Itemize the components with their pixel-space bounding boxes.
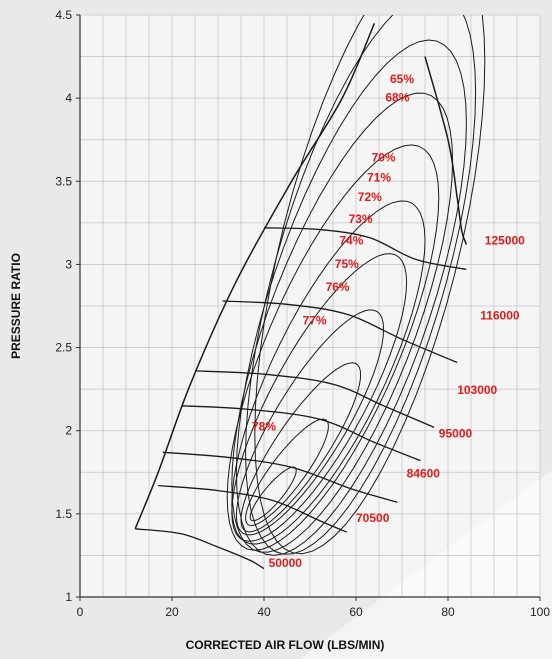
efficiency-label: 72% bbox=[358, 190, 382, 204]
speed-line bbox=[222, 300, 458, 364]
x-tick-label: 80 bbox=[441, 605, 455, 619]
speed-line-label: 50000 bbox=[269, 556, 303, 570]
speed-line bbox=[194, 370, 435, 428]
axes: 0 20 40 60 80 100 1 1.5 2 2.5 3 3.5 4 4.5 bbox=[55, 8, 550, 619]
efficiency-label: 70% bbox=[372, 150, 396, 164]
efficiency-contour bbox=[249, 466, 297, 522]
x-tick-label: 100 bbox=[530, 605, 550, 619]
speed-line-label: 70500 bbox=[356, 511, 390, 525]
labels: 50000 70500 84600 95000 103000 116000 125000 65… bbox=[252, 72, 525, 570]
speed-line bbox=[181, 405, 421, 462]
efficiency-label: 75% bbox=[335, 257, 359, 271]
efficiency-label: 78% bbox=[252, 420, 276, 434]
speed-line bbox=[158, 484, 348, 533]
y-tick-label: 3 bbox=[65, 257, 72, 271]
speed-line-label: 95000 bbox=[439, 426, 473, 440]
efficiency-contour bbox=[235, 39, 467, 556]
speed-line-label: 103000 bbox=[457, 383, 497, 397]
y-tick-label: 2 bbox=[65, 424, 72, 438]
efficiency-contour bbox=[245, 15, 477, 555]
speed-line-label: 116000 bbox=[480, 308, 520, 322]
efficiency-label: 73% bbox=[349, 212, 373, 226]
y-tick-label: 2.5 bbox=[55, 341, 72, 355]
y-tick-label: 1.5 bbox=[55, 507, 72, 521]
efficiency-label: 65% bbox=[390, 72, 414, 86]
y-tick-label: 4.5 bbox=[55, 8, 72, 22]
y-axis-title: PRESSURE RATIO bbox=[9, 253, 23, 359]
speed-line-label: 84600 bbox=[407, 466, 441, 480]
speed-line-label: 125000 bbox=[485, 233, 525, 247]
efficiency-contour bbox=[254, 15, 486, 555]
x-tick-label: 60 bbox=[349, 605, 363, 619]
efficiency-label: 68% bbox=[385, 90, 409, 104]
speed-line bbox=[162, 451, 398, 503]
x-tick-label: 0 bbox=[77, 605, 84, 619]
choke-line bbox=[424, 56, 468, 245]
y-tick-label: 1 bbox=[65, 590, 72, 604]
efficiency-contour bbox=[231, 92, 454, 553]
efficiency-label: 77% bbox=[303, 313, 327, 327]
y-tick-label: 4 bbox=[65, 91, 72, 105]
x-tick-label: 20 bbox=[165, 605, 179, 619]
efficiency-label: 76% bbox=[326, 280, 350, 294]
grid bbox=[79, 14, 541, 598]
efficiency-contour bbox=[235, 309, 385, 536]
efficiency-contour bbox=[226, 144, 440, 551]
speed-line bbox=[135, 528, 265, 570]
plot-area bbox=[134, 15, 486, 570]
x-tick-label: 40 bbox=[257, 605, 271, 619]
efficiency-label: 74% bbox=[339, 233, 363, 247]
speed-line bbox=[263, 227, 467, 271]
surge-line bbox=[134, 23, 376, 530]
x-axis-title: CORRECTED AIR FLOW (LBS/MIN) bbox=[186, 638, 385, 652]
y-tick-label: 3.5 bbox=[55, 174, 72, 188]
efficiency-contour bbox=[231, 200, 426, 545]
efficiency-label: 71% bbox=[367, 170, 391, 184]
